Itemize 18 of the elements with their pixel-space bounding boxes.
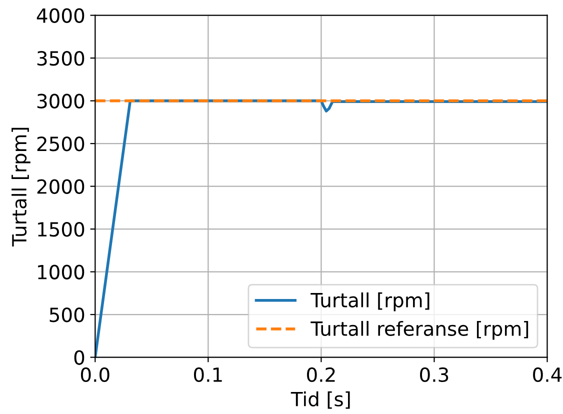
y-tick-label: 500 (50, 307, 84, 322)
y-tick-label: 1500 (38, 222, 84, 237)
x-tick-label: 0.0 (80, 367, 110, 382)
y-tick-label: 0 (74, 350, 84, 365)
x-tick-label: 0.1 (194, 367, 222, 382)
y-tick-label: 4000 (36, 8, 84, 23)
y-tick-label: 3500 (37, 51, 84, 66)
y-axis-title: Turtall [rpm] (12, 128, 30, 246)
x-tick-label: 0.2 (307, 367, 335, 382)
legend-label: Turtall [rpm] (310, 292, 430, 312)
x-tick-label: 0.4 (533, 367, 562, 382)
y-tick-label: 3000 (37, 94, 84, 108)
legend-label: Turtall referanse [rpm] (310, 320, 528, 340)
y-tick-label: 2500 (37, 136, 84, 152)
y-tick-label: 1000 (38, 264, 84, 280)
x-tick-label: 0.3 (420, 367, 448, 382)
y-tick-label: 2000 (37, 179, 84, 194)
x-axis-title: Tid [s] (290, 391, 350, 409)
